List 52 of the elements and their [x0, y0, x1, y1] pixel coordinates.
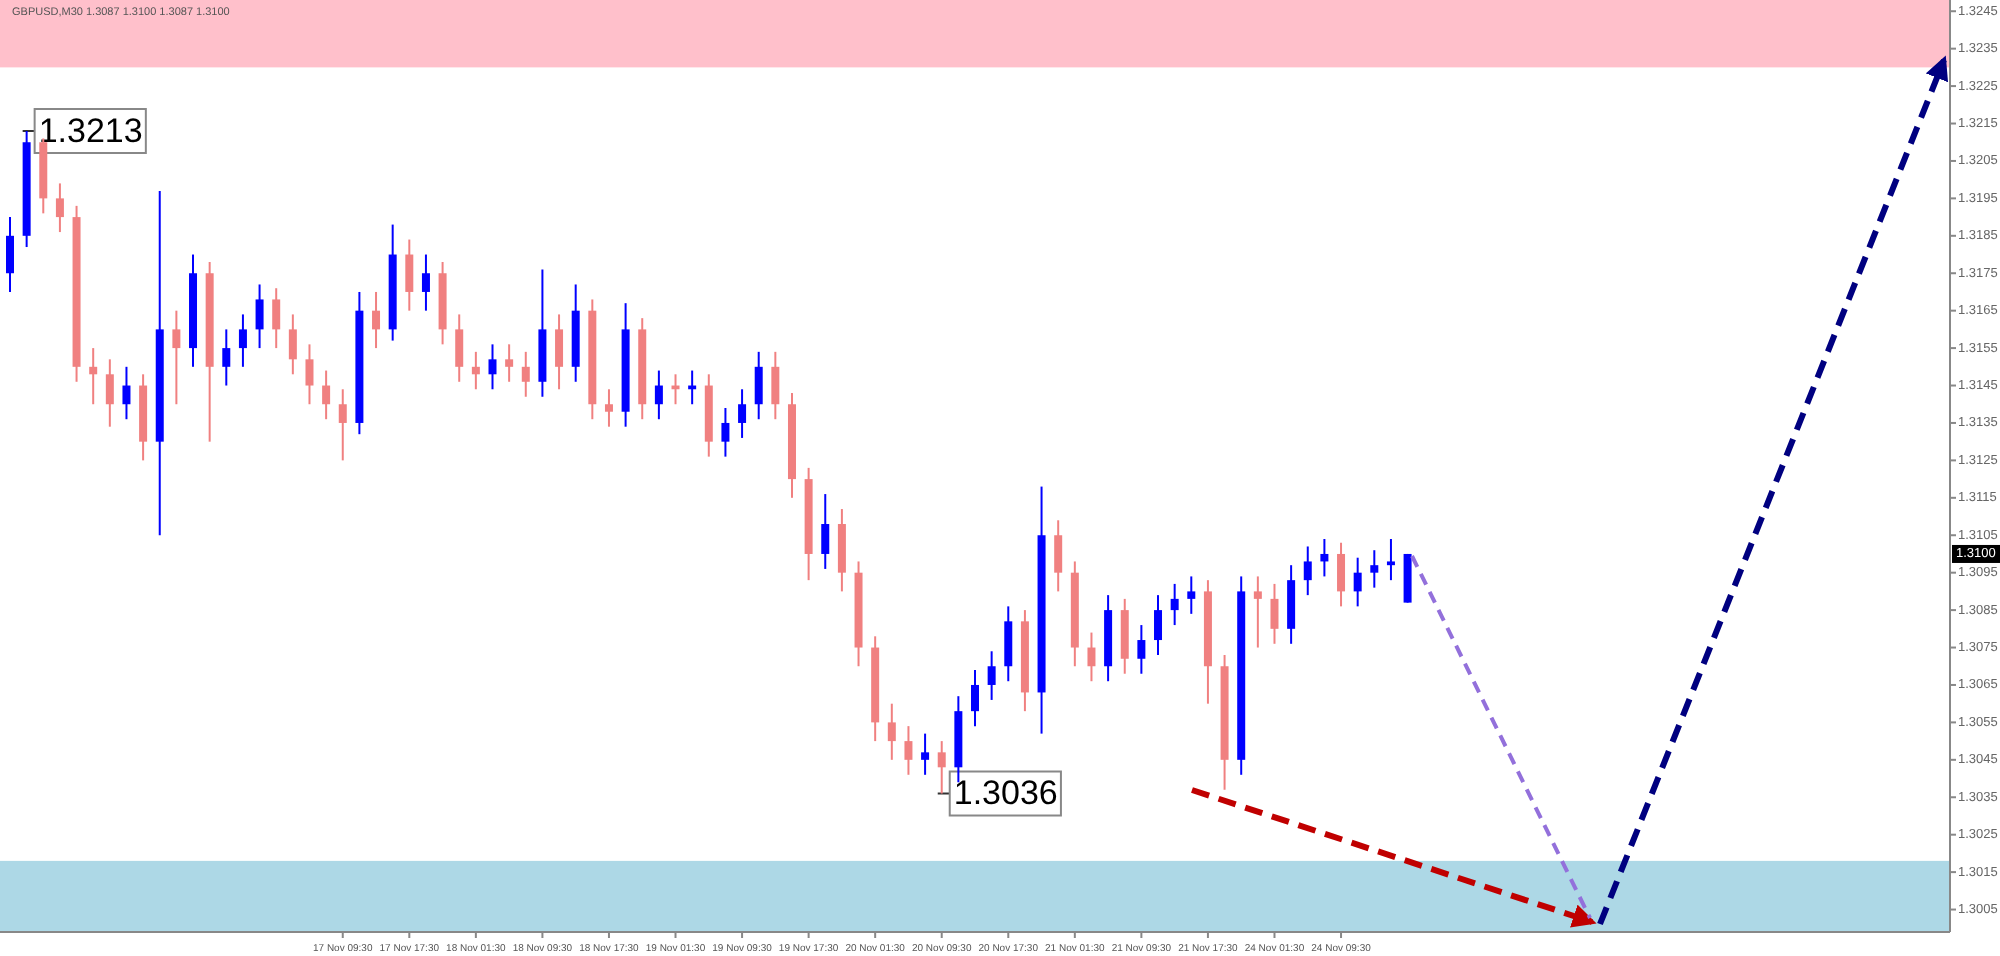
candlestick: [604, 388, 613, 428]
candlestick: [105, 358, 114, 428]
candlestick: [754, 350, 763, 421]
candlestick: [338, 388, 347, 462]
candlestick: [1303, 545, 1312, 597]
candlestick: [255, 283, 264, 350]
candlestick: [488, 343, 497, 391]
candlestick: [987, 650, 996, 701]
candlestick: [288, 313, 297, 376]
candlestick: [821, 493, 830, 570]
annotation: 1.3036: [953, 774, 1058, 813]
candlestick: [222, 328, 231, 387]
candlestick: [55, 182, 64, 234]
candlestick: [1154, 594, 1163, 657]
candlestick: [1320, 537, 1329, 578]
candlestick: [238, 313, 247, 368]
candlestick: [1353, 556, 1362, 608]
candlestick: [771, 350, 780, 421]
candlestick: [6, 216, 14, 293]
candlestick: [471, 350, 480, 391]
candlestick: [172, 309, 181, 406]
candlestick: [1253, 575, 1262, 649]
candlestick: [654, 369, 663, 421]
candlestick: [971, 668, 979, 728]
candlestick: [887, 702, 896, 761]
candlestick: [1137, 624, 1146, 675]
candlestick: [1004, 605, 1013, 683]
annotation: 1.3213: [38, 111, 143, 150]
candlestick: [1054, 519, 1063, 593]
candlestick: [1087, 631, 1096, 683]
candlestick: [1187, 575, 1196, 615]
candlestick: [322, 369, 331, 421]
candlestick: [555, 313, 564, 391]
candlestick: [1337, 541, 1346, 608]
candlestick: [921, 732, 930, 776]
candlestick: [738, 388, 747, 439]
candlestick: [405, 238, 414, 312]
candlestick: [505, 343, 514, 383]
candlestick: [721, 406, 730, 458]
candlestick: [1386, 537, 1395, 582]
candlestick: [1270, 582, 1279, 645]
candlestick: [421, 253, 430, 312]
candlestick: [904, 725, 913, 776]
candlestick: [372, 290, 381, 350]
candlestick: [455, 313, 464, 383]
candlestick: [1370, 549, 1379, 589]
candlestick: [521, 350, 530, 398]
candlestick: [1170, 582, 1179, 627]
candlestick: [89, 347, 98, 406]
candlestick: [272, 287, 281, 350]
candlestick: [305, 343, 314, 406]
candlestick: [122, 365, 131, 421]
